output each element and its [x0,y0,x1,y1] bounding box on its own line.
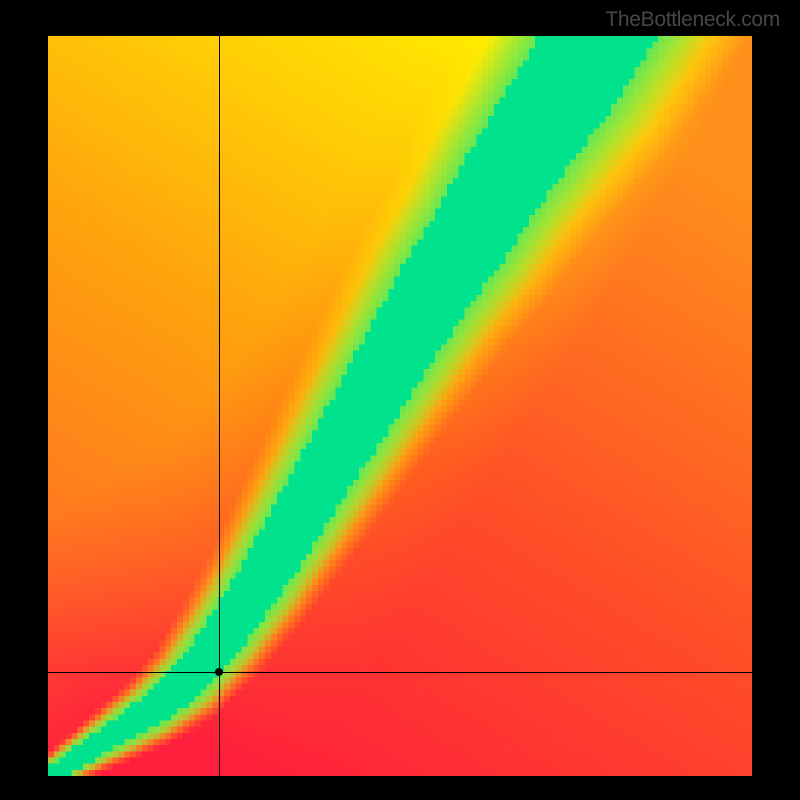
heatmap-canvas [48,36,752,776]
watermark-text: TheBottleneck.com [605,8,780,32]
crosshair-vertical [219,36,220,776]
crosshair-marker [215,668,223,676]
heatmap-plot [48,36,752,776]
crosshair-horizontal [48,672,752,673]
